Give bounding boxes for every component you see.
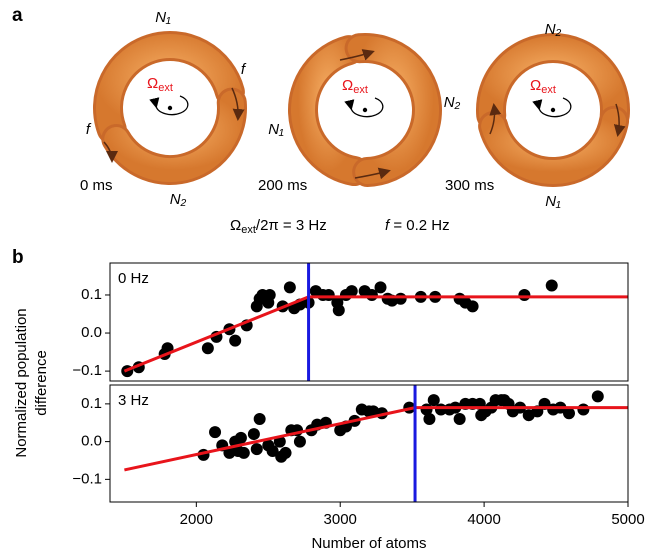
omega-label: Ωext xyxy=(147,75,173,94)
y-tick-label: −0.1 xyxy=(72,470,102,487)
data-point xyxy=(266,445,279,458)
rotation-center xyxy=(362,107,368,113)
ring-arc xyxy=(96,34,242,142)
population-label: N₂ xyxy=(170,191,187,208)
data-point xyxy=(423,412,436,425)
flow-arrow xyxy=(339,49,375,61)
population-label: N₁ xyxy=(155,9,171,26)
ring-arc xyxy=(479,36,627,128)
population-label: N₁ xyxy=(268,121,284,138)
omega: Ω xyxy=(342,77,353,94)
annotation: 3 Hz xyxy=(118,392,149,409)
rotation-arrow xyxy=(344,97,384,118)
data-point xyxy=(201,342,214,355)
data-point xyxy=(229,334,242,347)
panel-label: a xyxy=(12,5,23,26)
data-point xyxy=(427,394,440,407)
plots: 0.1 0.0 −0.1 0 Hz Normalized population diffe… xyxy=(13,262,645,552)
data-point xyxy=(453,412,466,425)
data-point xyxy=(209,426,222,439)
rings: N₁ N₂ f f 0 ms Ωext N₁ N₂ 200 ms Ωext N₂ N₁ 300 ms Ωe… xyxy=(80,9,630,210)
omega: Ω xyxy=(530,77,541,94)
omega-label: Ωext xyxy=(342,77,368,96)
data-point xyxy=(237,446,250,459)
data-point xyxy=(518,288,531,301)
data-point xyxy=(234,431,247,444)
caption: Ωext/2π = 3 Hz xyxy=(230,217,327,236)
caption: f = 0.2 Hz xyxy=(385,217,450,234)
x-tick-label: 5000 xyxy=(611,511,644,528)
flow-label: f xyxy=(241,61,247,78)
omega-sub: ext xyxy=(353,84,368,96)
fit-group xyxy=(124,406,628,472)
data-point xyxy=(279,446,292,459)
data-point xyxy=(253,412,266,425)
y-tick-label: 0.1 xyxy=(81,395,102,412)
ring-arc xyxy=(291,38,367,184)
ring-arc xyxy=(481,108,627,184)
flow-arrow xyxy=(354,167,391,180)
y-tick-label: −0.1 xyxy=(72,362,102,379)
x-tick-label: 2000 xyxy=(180,511,213,528)
fit-line xyxy=(123,295,628,373)
data-point xyxy=(332,304,345,317)
flow-arrow xyxy=(231,87,245,121)
omega-sub: ext xyxy=(541,84,556,96)
data-point xyxy=(466,300,479,313)
omega-sub: ext xyxy=(158,82,173,94)
caption-omega: Ω xyxy=(230,217,241,234)
rotation-arrow xyxy=(149,95,189,116)
data-point xyxy=(247,428,260,441)
data-point xyxy=(374,281,387,294)
caption-f-value: = 0.2 Hz xyxy=(389,217,449,234)
time-label: 0 ms xyxy=(80,177,113,194)
y-axis-label: difference xyxy=(33,350,50,416)
flow-arrow xyxy=(613,103,626,137)
flow-arrow xyxy=(489,103,502,135)
y-tick-label: 0.0 xyxy=(81,324,102,341)
data-point xyxy=(283,281,296,294)
ring-arc xyxy=(347,36,439,184)
rotation-center xyxy=(167,105,173,111)
plot-frame xyxy=(109,262,629,382)
caption-omega-sub: ext xyxy=(241,224,256,236)
data-point xyxy=(262,296,275,309)
flow-label: f xyxy=(86,121,92,138)
population-label: N₂ xyxy=(444,94,461,111)
y-axis-label: Normalized population xyxy=(13,308,30,457)
plot-frame xyxy=(109,384,629,503)
panel-label: b xyxy=(12,247,24,268)
data-point xyxy=(250,443,263,456)
fit-group xyxy=(123,295,628,373)
ring-arc xyxy=(104,90,244,182)
omega: Ω xyxy=(147,75,158,92)
data-point xyxy=(545,279,558,292)
caption-f: f xyxy=(385,217,391,234)
omega-label: Ωext xyxy=(530,77,556,96)
x-axis-label: Number of atoms xyxy=(311,535,426,552)
caption-rate: /2π = 3 Hz xyxy=(256,217,327,234)
y-tick-label: 0.0 xyxy=(81,433,102,450)
data-point xyxy=(293,435,306,448)
time-label: 300 ms xyxy=(445,177,494,194)
annotation: 0 Hz xyxy=(118,270,149,287)
population-label: N₂ xyxy=(545,21,562,38)
fit-line xyxy=(124,406,628,472)
data-point xyxy=(345,285,358,298)
rotation-arrow xyxy=(532,97,572,118)
population-label: N₁ xyxy=(545,193,561,210)
data-point xyxy=(577,403,590,416)
time-label: 200 ms xyxy=(258,177,307,194)
data-point xyxy=(563,407,576,420)
x-tick-label: 3000 xyxy=(324,511,357,528)
flow-arrow xyxy=(103,141,118,163)
x-tick-label: 4000 xyxy=(467,511,500,528)
data-point xyxy=(394,292,407,305)
y-tick-label: 0.1 xyxy=(81,286,102,303)
data-point xyxy=(591,390,604,403)
rotation-center xyxy=(550,107,556,113)
